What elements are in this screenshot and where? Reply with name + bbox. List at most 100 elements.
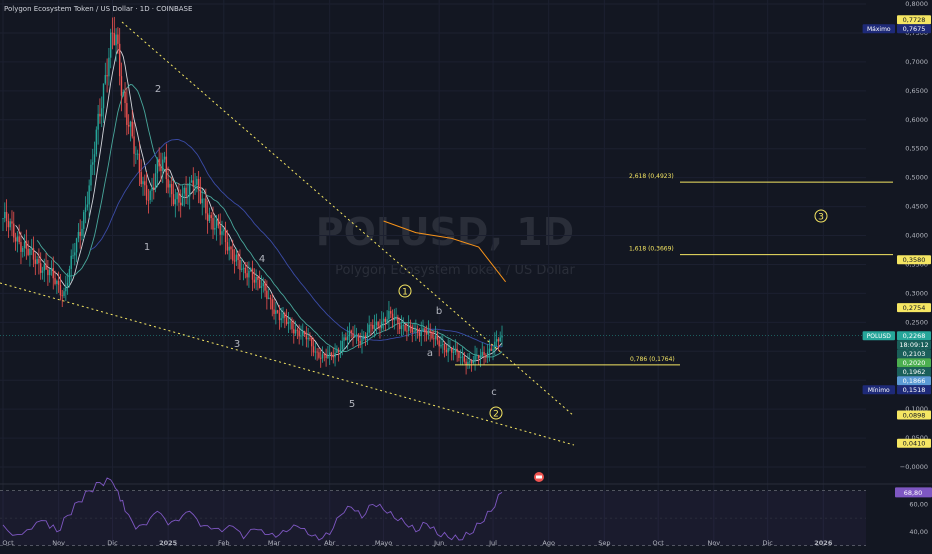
candle <box>244 267 247 274</box>
price-tag <box>897 15 931 25</box>
x-tick-label: Dic <box>107 539 118 547</box>
candle <box>309 337 311 339</box>
candle <box>165 156 168 180</box>
candle <box>476 355 478 356</box>
candle <box>352 333 354 337</box>
price-tag <box>897 255 931 265</box>
candle <box>452 352 455 354</box>
countdown-tag <box>897 340 931 350</box>
candle <box>262 282 264 287</box>
watermark-name: Polygon Ecosystem Token / US Dollar <box>335 263 575 278</box>
candle <box>395 316 397 319</box>
candle <box>4 211 6 219</box>
candle <box>214 228 216 230</box>
price-tag-text: 0,7728 <box>903 16 926 24</box>
y-tick-label: 0,3000 <box>905 289 928 297</box>
candle <box>20 242 22 252</box>
candle <box>350 330 352 334</box>
candle <box>174 199 177 205</box>
price-tag-text: 0,2754 <box>903 304 926 312</box>
candle <box>9 221 11 228</box>
candle <box>118 43 121 77</box>
candle <box>436 335 439 341</box>
candle <box>149 190 151 200</box>
candle <box>108 57 110 77</box>
candle <box>5 211 8 221</box>
y-tick-label: 0,0500 <box>905 434 928 442</box>
candle <box>425 332 428 335</box>
price-tag-text: 0,2268 <box>903 332 926 340</box>
candle <box>197 178 200 191</box>
rsi-tick-label: 60,00 <box>909 500 928 508</box>
candle <box>144 181 146 186</box>
candle <box>404 324 406 331</box>
candle <box>110 32 112 58</box>
candle <box>271 299 273 310</box>
candle <box>237 254 239 261</box>
x-tick-label: Mar <box>268 539 281 547</box>
candle <box>115 34 117 46</box>
y-tick-label: 0,6000 <box>905 116 928 124</box>
candle <box>488 348 491 353</box>
candle <box>406 330 408 332</box>
candle <box>294 329 297 334</box>
candle <box>57 280 60 285</box>
candle <box>27 248 29 255</box>
candle <box>443 344 446 350</box>
candle <box>461 356 464 358</box>
candle <box>18 236 20 243</box>
price-tag-caption-bg <box>862 331 895 341</box>
x-tick-label: 2026 <box>814 539 833 547</box>
candle <box>212 218 214 230</box>
candle <box>429 330 431 332</box>
x-tick-label: Jul <box>488 539 497 547</box>
candle <box>269 297 272 300</box>
candle <box>486 352 489 358</box>
candle <box>413 331 415 333</box>
candle <box>117 34 119 44</box>
wave-label: 3 <box>234 339 240 350</box>
wave-label: 2 <box>155 84 161 95</box>
price-tag-text: 0,0898 <box>903 411 926 419</box>
candle <box>246 273 248 278</box>
candle <box>477 355 480 359</box>
candle <box>63 291 65 296</box>
candle <box>447 348 449 353</box>
x-tick-label: Nov <box>52 539 65 547</box>
candle <box>111 32 114 34</box>
wave-circle <box>398 284 412 298</box>
candle <box>147 199 150 201</box>
candle <box>398 323 401 330</box>
candle <box>454 348 457 353</box>
candle <box>215 219 218 229</box>
price-tag-caption: Mínimo <box>868 387 890 394</box>
candle <box>219 225 221 235</box>
candle <box>120 76 123 96</box>
price-tag-text: 0,3580 <box>903 256 926 264</box>
candle <box>451 347 453 353</box>
candle <box>291 321 293 330</box>
candle <box>321 354 324 359</box>
candle <box>183 187 185 194</box>
candle <box>194 184 196 187</box>
rsi-value-tag <box>895 487 932 498</box>
candle <box>203 198 205 200</box>
x-tick-label: Jun <box>433 539 444 547</box>
candle <box>267 297 270 299</box>
candle <box>416 329 419 333</box>
candle <box>206 213 209 221</box>
candle <box>492 348 494 351</box>
candle <box>415 329 417 332</box>
rsi-tick-label: 40,00 <box>909 528 928 536</box>
candle <box>14 237 17 242</box>
y-tick-label: 0,7000 <box>905 58 928 66</box>
candle <box>302 330 304 336</box>
candle <box>61 295 63 297</box>
candle <box>93 154 96 163</box>
candle <box>74 252 76 256</box>
y-tick-label: 0,4500 <box>905 203 928 211</box>
candle <box>124 91 126 104</box>
y-tick-label: 0,4000 <box>905 232 928 240</box>
candle <box>188 182 191 197</box>
